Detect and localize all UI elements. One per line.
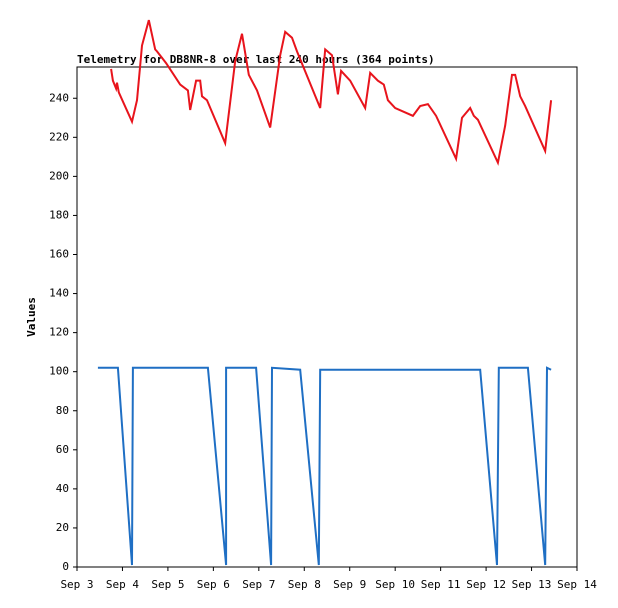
y-tick-label: 20 [56,521,69,534]
chart-title: Telemetry for DB8NR-8 over last 240 hour… [77,53,435,66]
x-tick-label: Sep 4 [106,578,139,591]
y-tick-label: 240 [49,91,69,104]
y-tick-label: 100 [49,365,69,378]
x-tick-label: Sep 9 [333,578,366,591]
y-tick-label: 120 [49,326,69,339]
y-axis-label: Values [25,297,38,337]
y-tick-label: 220 [49,130,69,143]
series-line [97,366,552,566]
x-tick-label: Sep 14 [557,578,597,591]
x-tick-label: Sep 7 [242,578,275,591]
y-tick-label: 80 [56,404,69,417]
y-tick-label: 160 [49,248,69,261]
x-tick-label: Sep 8 [288,578,321,591]
y-tick-label: 40 [56,482,69,495]
y-tick-label: 60 [56,443,69,456]
x-tick-label: Sep 5 [151,578,184,591]
x-tick-label: Sep 12 [466,578,506,591]
y-tick-label: 180 [49,208,69,221]
x-tick-label: Sep 6 [197,578,230,591]
x-tick-label: Sep 13 [512,578,552,591]
series-line [110,19,553,166]
x-tick-label: Sep 3 [60,578,93,591]
x-tick-label: Sep 10 [375,578,415,591]
y-tick-label: 140 [49,287,69,300]
y-tick-label: 200 [49,169,69,182]
y-tick-label: 0 [62,560,69,573]
plot-frame [76,66,578,568]
x-tick-label: Sep 11 [421,578,461,591]
